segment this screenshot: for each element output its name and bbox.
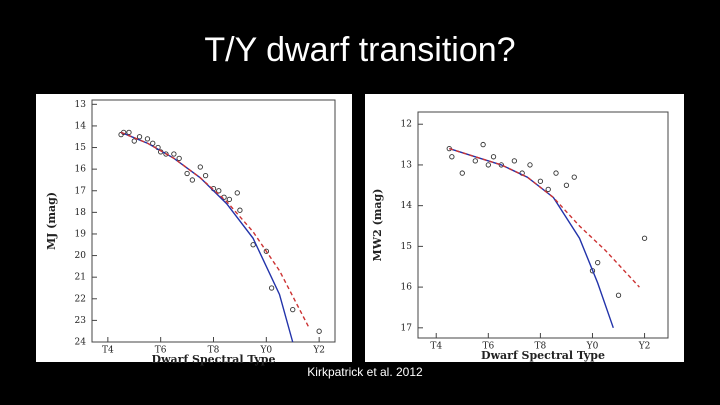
y-tick-label: 16 — [401, 283, 413, 293]
chart-panel — [36, 94, 352, 362]
data-point — [176, 155, 182, 161]
x-tick-label: T6 — [155, 346, 167, 356]
data-point — [163, 151, 169, 157]
data-point — [144, 136, 151, 142]
caption: Kirkpatrick et al. 2012 — [307, 365, 423, 379]
x-tick-label: T4 — [430, 342, 442, 352]
data-point — [485, 162, 491, 168]
x-tick-label: T8 — [208, 346, 220, 356]
x-tick-label: T8 — [535, 342, 547, 352]
data-point — [237, 207, 243, 213]
y-tick-label: 15 — [75, 143, 87, 153]
y-tick-label: 13 — [401, 160, 413, 170]
data-point — [202, 172, 209, 179]
data-point — [615, 292, 622, 298]
data-point — [459, 170, 465, 176]
fit-line — [120, 131, 294, 343]
data-point — [595, 260, 601, 266]
y-tick-label: 22 — [75, 294, 86, 304]
data-point — [263, 248, 269, 254]
data-point — [250, 242, 256, 248]
data-point — [290, 306, 296, 313]
data-point — [234, 190, 240, 196]
data-point — [171, 151, 177, 157]
data-point — [126, 129, 132, 136]
y-tick-label: 17 — [401, 323, 413, 333]
y-tick-label: 14 — [401, 201, 413, 211]
x-axis-label: Dwarf Spectral Type — [481, 349, 605, 362]
x-axis-label: Dwarf Spectral Type — [152, 353, 276, 366]
y-tick-label: 18 — [75, 208, 87, 218]
y-tick-label: 12 — [401, 120, 412, 130]
data-point — [563, 182, 570, 188]
y-tick-label: 23 — [75, 316, 87, 326]
data-point — [553, 170, 559, 176]
data-point — [189, 177, 196, 183]
y-tick-label: 14 — [75, 121, 87, 131]
y-axis-label: MW2 (mag) — [371, 189, 384, 262]
data-point — [641, 235, 648, 241]
y-tick-label: 16 — [75, 165, 87, 175]
data-point — [226, 196, 232, 203]
data-point — [449, 154, 455, 160]
x-tick-label: Y0 — [586, 342, 599, 352]
data-point — [527, 162, 533, 168]
y-axis-label: MJ (mag) — [45, 192, 58, 250]
data-point — [316, 328, 322, 334]
x-tick-label: Y2 — [312, 346, 325, 356]
y-tick-label: 21 — [75, 273, 86, 283]
y-tick-label: 17 — [75, 186, 87, 196]
data-point — [480, 141, 486, 148]
y-tick-label: 15 — [401, 242, 413, 252]
data-point — [472, 158, 478, 164]
data-point — [511, 158, 518, 164]
x-tick-label: Y0 — [259, 346, 272, 356]
data-point — [197, 164, 203, 170]
data-point — [268, 285, 275, 291]
plot-frame — [417, 111, 669, 339]
data-point — [537, 178, 544, 184]
data-point — [131, 138, 137, 144]
data-point — [216, 188, 222, 194]
x-tick-label: Y2 — [638, 342, 651, 352]
data-point — [136, 134, 143, 140]
y-tick-label: 24 — [75, 338, 87, 348]
slide-title: T/Y dwarf transition? — [204, 31, 515, 69]
x-tick-label: T4 — [102, 346, 114, 356]
fit-line — [449, 147, 640, 288]
chart-panel — [365, 94, 684, 362]
data-point — [490, 154, 497, 160]
x-tick-label: T6 — [482, 342, 494, 352]
fit-line — [120, 131, 310, 328]
y-tick-label: 19 — [75, 229, 87, 239]
data-point — [184, 170, 190, 177]
data-point — [571, 174, 577, 180]
y-tick-label: 13 — [75, 100, 87, 110]
data-point — [545, 186, 551, 193]
y-tick-label: 20 — [75, 251, 87, 261]
